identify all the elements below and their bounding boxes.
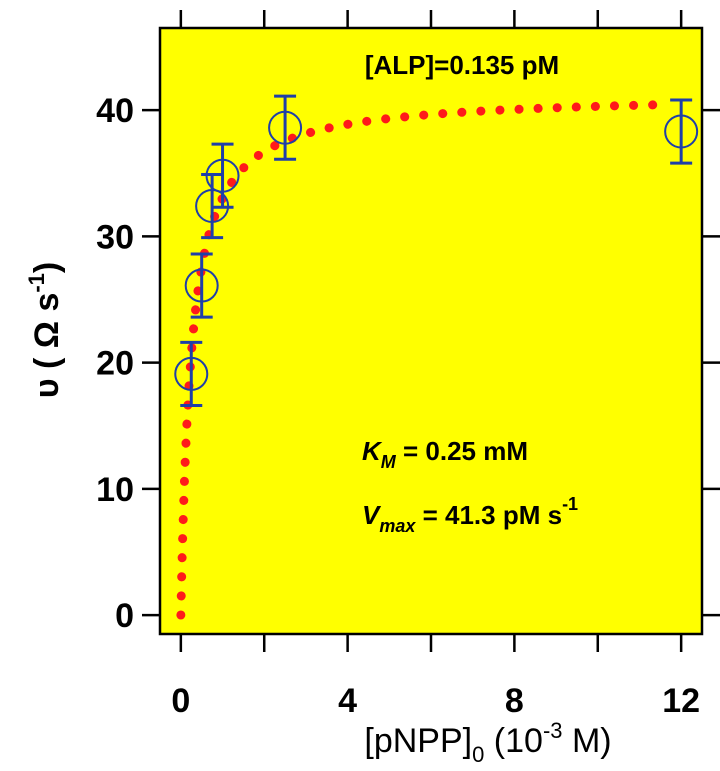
y-tick-label: 10	[96, 471, 134, 509]
x-axis-title: [pNPP]0 (10-3 M)	[364, 718, 611, 767]
y-axis-title: υ ( Ω s-1)	[24, 262, 66, 399]
annotation-km: KM = 0.25 mM	[362, 436, 528, 472]
axes-ticks	[142, 10, 720, 652]
x-tick-label: 4	[338, 682, 357, 720]
plot-area	[158, 26, 704, 636]
x-tick-label: 8	[505, 682, 524, 720]
x-tick-label: 12	[662, 682, 700, 720]
data-point	[268, 110, 303, 145]
y-tick-label: 30	[96, 218, 134, 256]
y-tick-label: 0	[115, 597, 134, 635]
tick-labels: 0 4 8 12 0 10 20 30 40	[96, 92, 700, 720]
y-tick-label: 20	[96, 345, 134, 383]
data-point	[664, 114, 699, 149]
data-points	[174, 94, 699, 407]
x-tick-label: 0	[171, 682, 190, 720]
y-tick-label: 40	[96, 92, 134, 130]
annotation-vmax: Vmax = 41.3 pM s-1	[362, 494, 578, 536]
data-point	[174, 356, 209, 391]
data-point	[184, 268, 219, 303]
annotation-concentration: [ALP]=0.135 pM	[365, 50, 559, 80]
data-point	[205, 158, 240, 193]
